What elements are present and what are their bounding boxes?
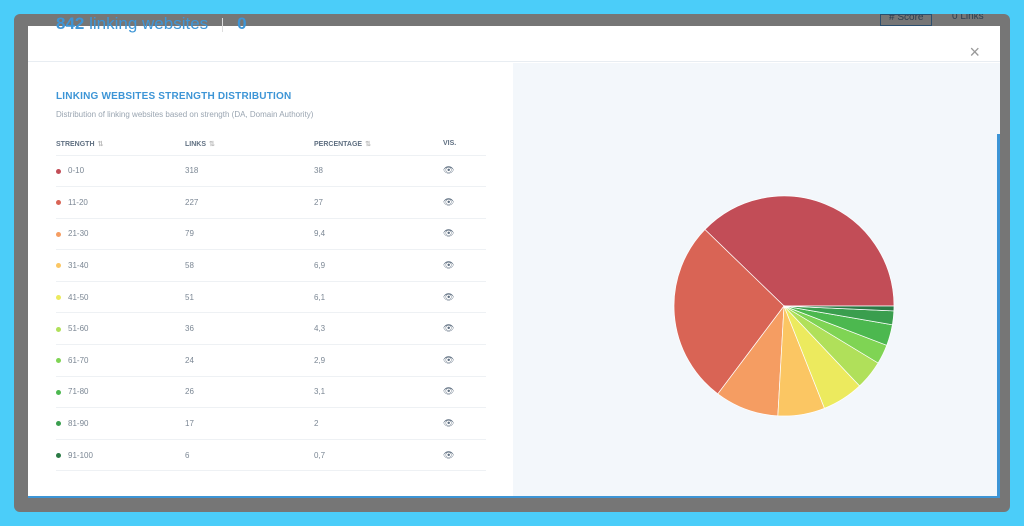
links-cell: 51 [185, 280, 314, 313]
section-subtitle: Distribution of linking websites based o… [56, 110, 314, 119]
sort-icon: ⇅ [365, 140, 371, 148]
second-value: 0 [237, 14, 247, 33]
pie-slice-0-10[interactable] [704, 195, 895, 307]
eye-icon[interactable]: 👁 [443, 196, 455, 207]
table-row: 61-70 24 2,9 👁 [56, 344, 486, 377]
strength-cell: 51-60 [56, 312, 185, 345]
percentage-cell: 27 [314, 186, 443, 219]
color-dot [56, 295, 61, 301]
eye-icon[interactable]: 👁 [443, 291, 455, 302]
scrollbar[interactable] [997, 134, 1000, 496]
percentage-cell: 3,1 [314, 375, 443, 408]
eye-icon[interactable]: 👁 [443, 323, 455, 334]
color-dot [56, 263, 61, 269]
distribution-table: STRENGTH ⇅ LINKS ⇅ PERCENTAGE ⇅ VIS. 0-10 3… [56, 133, 486, 472]
links-cell: 79 [185, 217, 314, 250]
percentage-cell: 0,7 [314, 438, 443, 472]
eye-icon[interactable]: 👁 [443, 228, 455, 239]
eye-icon[interactable]: 👁 [443, 418, 455, 429]
color-dot [56, 200, 61, 206]
percentage-cell: 2 [314, 407, 443, 440]
links-cell: 318 [185, 154, 314, 187]
col-vis: VIS. [443, 140, 457, 148]
count-label: linking websites [89, 14, 209, 33]
table-row: 31-40 58 6,9 👁 [56, 249, 486, 282]
modal-header: 842 linking websites 0 × [28, 14, 1000, 62]
links-cell: 6 [185, 438, 314, 472]
pie-slice-91-100[interactable] [783, 305, 895, 312]
color-dot [56, 358, 61, 364]
score-button: # Score [880, 14, 933, 26]
table-row: 71-80 26 3,1 👁 [56, 375, 486, 408]
percentage-cell: 9,4 [314, 217, 443, 250]
table-row: 21-30 79 9,4 👁 [56, 217, 486, 250]
color-dot [56, 231, 61, 237]
strength-cell: 21-30 [56, 217, 185, 250]
close-icon[interactable]: × [969, 42, 980, 62]
strength-cell: 81-90 [56, 407, 185, 440]
strength-cell: 91-100 [56, 438, 185, 472]
table-row: 91-100 6 0,7 👁 [56, 438, 486, 472]
table-row: 51-60 36 4,3 👁 [56, 312, 486, 345]
table-row: 81-90 17 2 👁 [56, 407, 486, 440]
col-links[interactable]: LINKS ⇅ [185, 140, 215, 148]
percentage-cell: 6,1 [314, 280, 443, 313]
color-dot [56, 168, 61, 174]
col-percentage[interactable]: PERCENTAGE ⇅ [314, 140, 371, 148]
linking-websites-count: 842 linking websites 0 [56, 14, 247, 34]
percentage-cell: 38 [314, 154, 443, 187]
col-strength[interactable]: STRENGTH ⇅ [56, 140, 104, 148]
distribution-panel: LINKING WEBSITES STRENGTH DISTRIBUTION D… [28, 63, 513, 498]
percentage-cell: 6,9 [314, 249, 443, 282]
links-cell: 17 [185, 407, 314, 440]
eye-icon[interactable]: 👁 [443, 354, 455, 365]
sort-icon: ⇅ [97, 140, 104, 148]
table-row: 11-20 227 27 👁 [56, 186, 486, 219]
eye-icon[interactable]: 👁 [443, 165, 455, 176]
divider [222, 17, 224, 32]
bottom-border [28, 496, 1000, 498]
table-row: 0-10 318 38 👁 [56, 154, 486, 187]
links-cell: 26 [185, 375, 314, 408]
strength-cell: 31-40 [56, 249, 185, 282]
sort-icon: ⇅ [209, 140, 215, 148]
color-dot [56, 389, 61, 395]
links-cell: 36 [185, 312, 314, 345]
links-cell: 24 [185, 344, 314, 377]
count-value: 842 [56, 14, 85, 33]
percentage-cell: 2,9 [314, 344, 443, 377]
eye-icon[interactable]: 👁 [443, 260, 455, 271]
links-cell: 227 [185, 186, 314, 219]
pie-chart [673, 195, 895, 417]
links-cell: 58 [185, 249, 314, 282]
modal: 842 linking websites 0 × LINKING WEBSITES… [28, 14, 1000, 498]
pie-slice-11-20[interactable] [673, 229, 785, 395]
eye-icon[interactable]: 👁 [443, 449, 455, 460]
strength-cell: 61-70 [56, 344, 185, 377]
strength-cell: 41-50 [56, 280, 185, 313]
strength-cell: 71-80 [56, 375, 185, 408]
strength-cell: 0-10 [56, 154, 185, 187]
color-dot [56, 421, 61, 427]
color-dot [56, 326, 61, 332]
section-title: LINKING WEBSITES STRENGTH DISTRIBUTION [56, 91, 292, 102]
color-dot [56, 453, 61, 459]
chart-panel [513, 63, 1000, 498]
strength-cell: 11-20 [56, 186, 185, 219]
table-row: 41-50 51 6,1 👁 [56, 280, 486, 313]
eye-icon[interactable]: 👁 [443, 386, 455, 397]
links-button: 0 Links [952, 14, 984, 22]
percentage-cell: 4,3 [314, 312, 443, 345]
